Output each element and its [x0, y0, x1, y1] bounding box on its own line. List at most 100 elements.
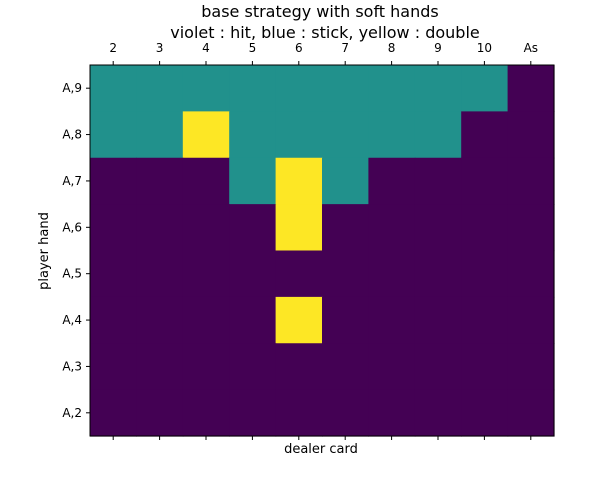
heatmap-cell — [461, 157, 509, 205]
x-tick-label: 9 — [434, 41, 442, 55]
heatmap-cell — [229, 343, 277, 391]
heatmap-cell — [136, 65, 184, 112]
heatmap-cells — [90, 65, 555, 437]
y-tick-label: A,5 — [62, 267, 82, 281]
heatmap-cell — [414, 157, 462, 205]
heatmap-cell — [90, 204, 137, 252]
heatmap-cell — [90, 389, 137, 437]
x-axis-label: dealer card — [284, 442, 358, 457]
x-tick-marks-bottom — [112, 436, 532, 440]
heatmap-cell — [461, 250, 509, 298]
heatmap-cell — [414, 296, 462, 344]
heatmap-cell — [229, 389, 277, 437]
heatmap-cell — [414, 111, 462, 159]
heatmap-cell — [275, 250, 323, 298]
x-tick-label: 4 — [202, 41, 210, 55]
heatmap-cell — [368, 389, 416, 437]
x-tick-label: 6 — [295, 41, 303, 55]
x-tick-label: As — [524, 41, 538, 55]
heatmap-cell — [461, 111, 509, 159]
heatmap-cell — [275, 389, 323, 437]
heatmap-cell — [182, 343, 230, 391]
heatmap-cell — [368, 65, 416, 112]
y-tick-label: A,7 — [62, 174, 82, 188]
heatmap-cell — [136, 157, 184, 205]
heatmap-cell — [322, 343, 369, 391]
heatmap-cell — [136, 343, 184, 391]
heatmap-cell — [182, 111, 230, 159]
heatmap-cell — [90, 111, 137, 159]
heatmap-cell — [229, 65, 277, 112]
heatmap-cell — [90, 65, 137, 112]
heatmap-cell — [322, 250, 369, 298]
heatmap-cell — [136, 250, 184, 298]
heatmap-cell — [322, 389, 369, 437]
heatmap-cell — [322, 204, 369, 252]
y-tick-label: A,6 — [62, 220, 82, 234]
x-tick-label: 10 — [477, 41, 492, 55]
heatmap-cell — [182, 296, 230, 344]
heatmap-cell — [136, 111, 184, 159]
heatmap-cell — [507, 296, 555, 344]
heatmap-cell — [182, 65, 230, 112]
y-tick-label: A,2 — [62, 406, 82, 420]
heatmap-cell — [275, 204, 323, 252]
plot-frame — [89, 64, 555, 437]
heatmap-cell — [90, 343, 137, 391]
heatmap-cell — [322, 111, 369, 159]
heatmap-cell — [322, 157, 369, 205]
heatmap-cell — [368, 157, 416, 205]
heatmap-cell — [90, 157, 137, 205]
heatmap-cell — [414, 343, 462, 391]
heatmap-cell — [414, 204, 462, 252]
heatmap-cell — [507, 343, 555, 391]
heatmap-cell — [461, 389, 509, 437]
heatmap-cell — [182, 157, 230, 205]
heatmap-cell — [136, 204, 184, 252]
heatmap-cell — [275, 157, 323, 205]
heatmap-cell — [322, 65, 369, 112]
heatmap-cell — [368, 111, 416, 159]
heatmap-cell — [507, 389, 555, 437]
heatmap-cell — [461, 343, 509, 391]
heatmap-cell — [368, 250, 416, 298]
heatmap-cell — [368, 343, 416, 391]
heatmap-cell — [229, 204, 277, 252]
x-tick-label: 5 — [249, 41, 257, 55]
x-tick-label: 2 — [109, 41, 117, 55]
heatmap-cell — [461, 296, 509, 344]
y-tick-label: A,3 — [62, 359, 82, 373]
heatmap-cell — [182, 389, 230, 437]
heatmap-cell — [414, 389, 462, 437]
heatmap-cell — [90, 296, 137, 344]
heatmap-cell — [507, 204, 555, 252]
chart-title-line-1: base strategy with soft hands — [201, 2, 439, 21]
heatmap-cell — [229, 111, 277, 159]
chart-title-line-2: violet : hit, blue : stick, yellow : dou… — [170, 23, 479, 42]
heatmap-cell — [461, 65, 509, 112]
heatmap-cell — [136, 389, 184, 437]
x-tick-label: 8 — [388, 41, 396, 55]
heatmap-cell — [275, 65, 323, 112]
heatmap-cell — [368, 296, 416, 344]
heatmap-cell — [414, 250, 462, 298]
heatmap-cell — [322, 296, 369, 344]
heatmap-cell — [229, 296, 277, 344]
heatmap-cell — [90, 250, 137, 298]
heatmap-cell — [275, 343, 323, 391]
heatmap-cell — [507, 65, 555, 112]
x-tick-label: 3 — [156, 41, 164, 55]
heatmap-cell — [368, 204, 416, 252]
heatmap-cell — [182, 204, 230, 252]
heatmap-cell — [136, 296, 184, 344]
heatmap-cell — [229, 250, 277, 298]
x-tick-labels-top: 2 3 4 5 6 7 8 9 10 As — [109, 41, 538, 65]
y-tick-label: A,4 — [62, 313, 82, 327]
heatmap-cell — [275, 111, 323, 159]
heatmap-cell — [461, 204, 509, 252]
y-tick-labels: A,9 A,8 A,7 A,6 A,5 A,4 A,3 A,2 — [62, 81, 90, 420]
heatmap-cell — [182, 250, 230, 298]
y-axis-label: player hand — [37, 212, 52, 290]
heatmap-cell — [507, 250, 555, 298]
